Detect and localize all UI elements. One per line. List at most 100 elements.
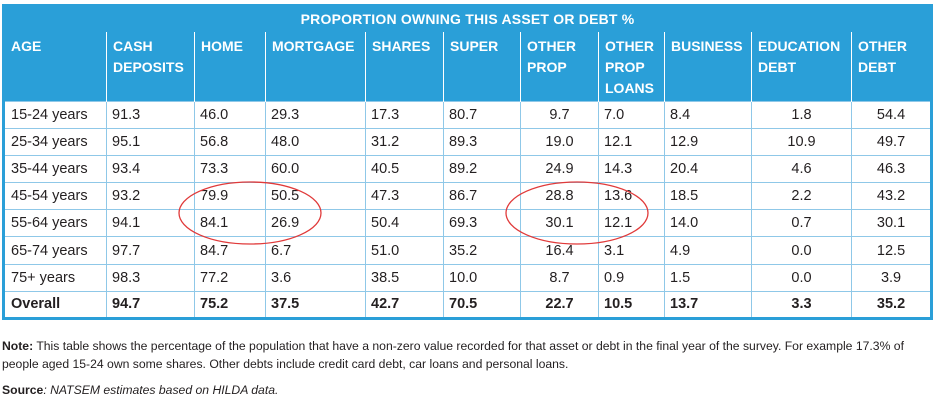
table-cell: 86.7: [443, 182, 521, 210]
column-header: OTHER DEBT: [850, 31, 932, 101]
table-cell: 30.1: [850, 209, 932, 237]
table-row: 65-74 years 97.7 84.7 6.7 51.0 35.2 16.4 3.1 4.9…: [3, 236, 932, 265]
table-cell: 50.5: [265, 182, 366, 210]
row-label: 15-24 years: [3, 100, 107, 129]
table-cell: 17.3: [365, 100, 444, 129]
table-cell: 4.6: [751, 154, 852, 183]
source-label: Source: [2, 383, 44, 397]
table-cell: 46.0: [194, 100, 266, 129]
table-cell: 50.4: [365, 209, 444, 237]
table-cell: 4.9: [664, 236, 752, 265]
table-cell: 18.5: [664, 182, 752, 210]
table-cell: 24.9: [520, 154, 599, 183]
table-row: 75+ years 98.3 77.2 3.6 38.5 10.0 8.7 0.9 1.5 0.0…: [3, 263, 932, 292]
table-cell: 8.7: [520, 263, 599, 292]
table-cell: 3.9: [850, 263, 932, 292]
column-header: MORTGAGE: [265, 31, 366, 101]
table-cell: 10.0: [443, 263, 521, 292]
table-cell: 8.4: [664, 100, 752, 129]
column-header: AGE: [3, 31, 107, 101]
table-cell: 13.7: [664, 290, 752, 319]
table-cell: 12.1: [598, 127, 665, 156]
table-cell: 94.1: [106, 209, 195, 237]
column-header: CASH DEPOSITS: [106, 31, 195, 101]
note-text: This table shows the percentage of the p…: [2, 339, 904, 371]
table-cell: 79.9: [194, 182, 266, 210]
table-cell: 26.9: [265, 209, 366, 237]
table-cell: 35.2: [443, 236, 521, 265]
table-row: 35-44 years 93.4 73.3 60.0 40.5 89.2 24.9 14.3 2…: [3, 154, 932, 183]
table-cell: 9.7: [520, 100, 599, 129]
table-cell: 19.0: [520, 127, 599, 156]
table-cell: 56.8: [194, 127, 266, 156]
table-cell: 30.1: [520, 209, 599, 237]
asset-debt-table: PROPORTION OWNING THIS ASSET OR DEBT % A…: [2, 4, 934, 320]
table-cell: 95.1: [106, 127, 195, 156]
table-cell: 46.3: [850, 154, 932, 183]
column-header: HOME: [194, 31, 266, 101]
column-header: EDUCATION DEBT: [751, 31, 852, 101]
source-text: : NATSEM estimates based on HILDA data.: [43, 383, 279, 397]
table-cell: 77.2: [194, 263, 266, 292]
table-cell: 93.2: [106, 182, 195, 210]
table-container: PROPORTION OWNING THIS ASSET OR DEBT % A…: [2, 4, 934, 320]
table-cell: 3.3: [751, 290, 852, 319]
table-cell: 70.5: [443, 290, 521, 319]
table-row: 45-54 years 93.2 79.9 50.5 47.3 86.7 28.8 13.6 1…: [3, 182, 932, 210]
table-row: 55-64 years 94.1 84.1 26.9 50.4 69.3 30.1 12.1 1…: [3, 209, 932, 237]
row-label: Overall: [3, 290, 107, 319]
table-cell: 1.5: [664, 263, 752, 292]
note-label: Note:: [2, 339, 34, 353]
table-cell: 47.3: [365, 182, 444, 210]
table-cell: 97.7: [106, 236, 195, 265]
table-cell: 14.0: [664, 209, 752, 237]
table-cell: 84.1: [194, 209, 266, 237]
table-cell: 28.8: [520, 182, 599, 210]
table-cell: 38.5: [365, 263, 444, 292]
column-header: BUSINESS: [664, 31, 752, 101]
table-cell: 40.5: [365, 154, 444, 183]
table-row: 25-34 years 95.1 56.8 48.0 31.2 89.3 19.0 12.1 1…: [3, 127, 932, 156]
table-cell: 49.7: [850, 127, 932, 156]
table-cell: 7.0: [598, 100, 665, 129]
table-cell: 0.0: [751, 236, 852, 265]
table-cell: 60.0: [265, 154, 366, 183]
table-cell: 35.2: [850, 290, 932, 319]
table-cell: 1.8: [751, 100, 852, 129]
table-cell: 43.2: [850, 182, 932, 210]
table-cell: 6.7: [265, 236, 366, 265]
row-label: 35-44 years: [3, 154, 107, 183]
table-cell: 0.7: [751, 209, 852, 237]
table-title: PROPORTION OWNING THIS ASSET OR DEBT %: [3, 5, 932, 32]
table-cell: 3.1: [598, 236, 665, 265]
column-header: OTHER PROP LOANS: [598, 31, 665, 101]
table-cell: 14.3: [598, 154, 665, 183]
table-cell: 22.7: [520, 290, 599, 319]
column-header: SHARES: [365, 31, 444, 101]
column-header: OTHER PROP: [520, 31, 599, 101]
table-source: Source: NATSEM estimates based on HILDA …: [2, 383, 278, 397]
table-cell: 0.0: [751, 263, 852, 292]
table-cell: 20.4: [664, 154, 752, 183]
table-cell: 51.0: [365, 236, 444, 265]
table-cell: 84.7: [194, 236, 266, 265]
table-cell: 37.5: [265, 290, 366, 319]
row-label: 55-64 years: [3, 209, 107, 237]
table-row: 15-24 years 91.3 46.0 29.3 17.3 80.7 9.7 7.0 8.4…: [3, 100, 932, 129]
table-cell: 29.3: [265, 100, 366, 129]
table-cell: 12.1: [598, 209, 665, 237]
row-label: 45-54 years: [3, 182, 107, 210]
table-cell: 12.9: [664, 127, 752, 156]
table-cell: 10.9: [751, 127, 852, 156]
table-cell: 93.4: [106, 154, 195, 183]
table-cell: 0.9: [598, 263, 665, 292]
table-cell: 13.6: [598, 182, 665, 210]
table-cell: 2.2: [751, 182, 852, 210]
table-row: Overall 94.7 75.2 37.5 42.7 70.5 22.7 10.5 13.7 3…: [3, 290, 932, 319]
table-cell: 89.2: [443, 154, 521, 183]
row-label: 25-34 years: [3, 127, 107, 156]
table-cell: 94.7: [106, 290, 195, 319]
column-header: SUPER: [443, 31, 521, 101]
row-label: 65-74 years: [3, 236, 107, 265]
table-cell: 3.6: [265, 263, 366, 292]
